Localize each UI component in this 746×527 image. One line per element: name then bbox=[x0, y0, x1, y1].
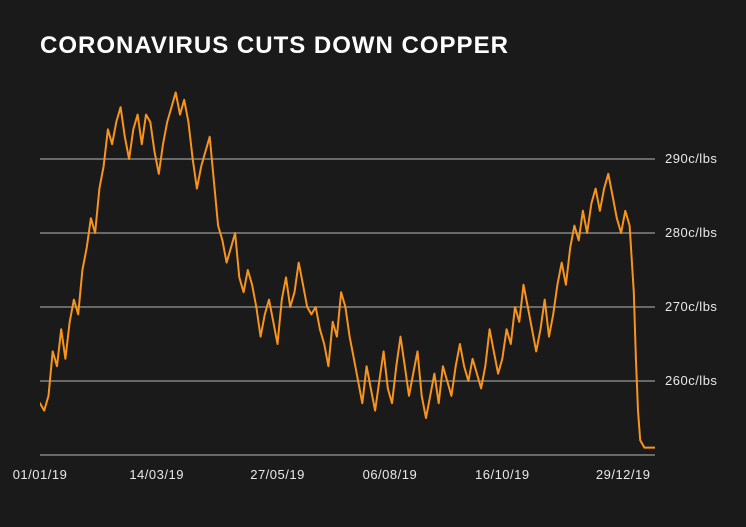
x-tick-label: 16/10/19 bbox=[475, 467, 530, 482]
x-tick-label: 27/05/19 bbox=[250, 467, 305, 482]
x-tick-label: 14/03/19 bbox=[129, 467, 184, 482]
x-tick-label: 29/12/19 bbox=[596, 467, 651, 482]
y-tick-label: 260c/lbs bbox=[665, 373, 717, 388]
y-tick-label: 280c/lbs bbox=[665, 225, 717, 240]
chart-title: CORONAVIRUS CUTS DOWN COPPER bbox=[40, 32, 509, 60]
y-tick-label: 270c/lbs bbox=[665, 299, 717, 314]
chart-container: { "chart": { "type": "line", "title": "C… bbox=[0, 0, 746, 527]
price-series bbox=[40, 92, 655, 447]
y-tick-label: 290c/lbs bbox=[665, 151, 717, 166]
chart-plot bbox=[40, 85, 655, 457]
x-tick-label: 01/01/19 bbox=[13, 467, 68, 482]
x-tick-label: 06/08/19 bbox=[363, 467, 418, 482]
